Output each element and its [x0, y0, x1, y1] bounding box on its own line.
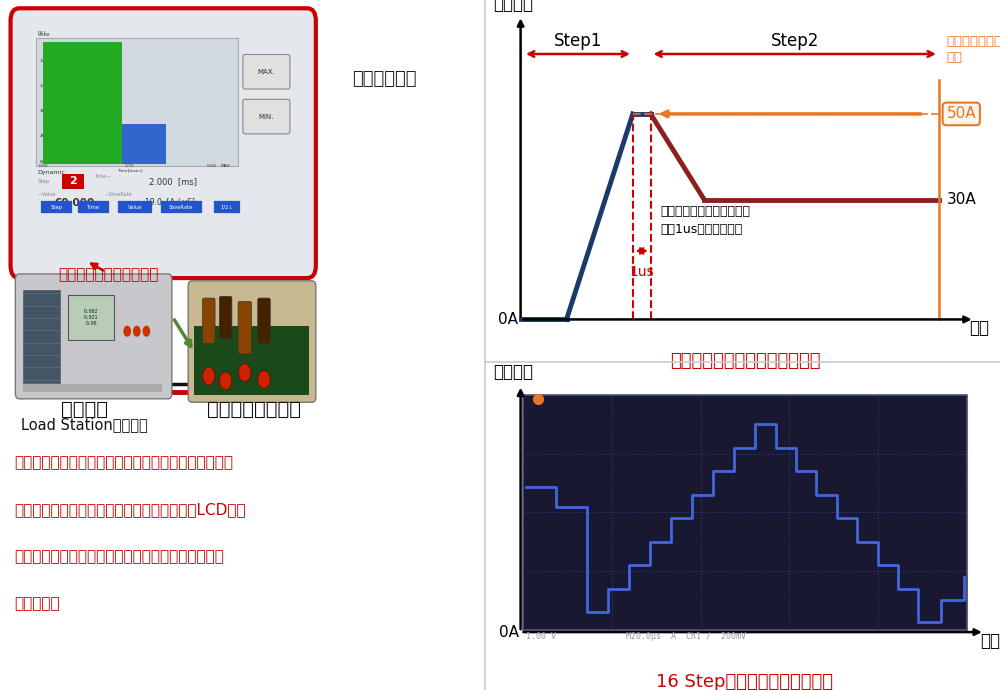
FancyBboxPatch shape — [258, 298, 270, 344]
FancyBboxPatch shape — [36, 38, 238, 166]
FancyBboxPatch shape — [238, 302, 252, 354]
Text: Step1: Step1 — [554, 32, 602, 50]
Text: 48.00: 48.00 — [39, 135, 52, 138]
Text: Dynamic: Dynamic — [37, 170, 65, 175]
Text: オーバーシュート電流時間
最小1us～再現が可能: オーバーシュート電流時間 最小1us～再現が可能 — [661, 206, 751, 237]
Circle shape — [219, 372, 232, 390]
Text: Step: Step — [50, 204, 62, 210]
Text: 36.00: 36.00 — [39, 109, 52, 113]
Text: オーバーシュート電流再現方法: オーバーシュート電流再現方法 — [670, 351, 820, 370]
Text: Load Stationシリーズ: Load Stationシリーズ — [21, 417, 147, 433]
Bar — [122, 124, 166, 164]
Text: MAX.: MAX. — [221, 164, 232, 168]
Text: 60.000: 60.000 — [54, 198, 95, 208]
Text: Time—: Time— — [94, 174, 111, 179]
Text: —SlowRate: —SlowRate — [105, 192, 132, 197]
FancyBboxPatch shape — [188, 281, 316, 402]
Text: Time: Time — [87, 204, 100, 210]
FancyBboxPatch shape — [118, 201, 152, 213]
FancyBboxPatch shape — [78, 201, 109, 213]
Text: 0A: 0A — [499, 624, 519, 640]
Text: 化。どんな電流変動となっているか試験前に目視で: 化。どんな電流変動となっているか試験前に目視で — [14, 549, 224, 564]
Text: 電子負荷: 電子負荷 — [60, 400, 108, 419]
FancyBboxPatch shape — [23, 290, 60, 383]
Text: Time[msec]: Time[msec] — [117, 168, 142, 172]
Circle shape — [203, 367, 215, 385]
Text: SlowRate: SlowRate — [169, 204, 193, 210]
FancyBboxPatch shape — [243, 55, 290, 89]
Text: 関係が分かりやすいように、リアルタイムでLCDが変: 関係が分かりやすいように、リアルタイムでLCDが変 — [14, 502, 246, 518]
Text: [A]: [A] — [98, 200, 107, 206]
FancyBboxPatch shape — [243, 99, 290, 134]
Text: 1.00 V              M20.0μs  A  Ch1 /  200mV: 1.00 V M20.0μs A Ch1 / 200mV — [526, 632, 746, 641]
Text: Step2: Step2 — [771, 32, 819, 50]
FancyBboxPatch shape — [41, 201, 72, 213]
Text: 12.00: 12.00 — [39, 59, 52, 63]
FancyBboxPatch shape — [523, 395, 967, 630]
Text: 24.00: 24.00 — [39, 83, 52, 88]
Text: 2: 2 — [70, 177, 77, 186]
FancyBboxPatch shape — [219, 297, 232, 338]
Text: 1us: 1us — [629, 266, 654, 279]
Circle shape — [143, 326, 150, 337]
Text: 2.000  [ms]: 2.000 [ms] — [149, 177, 197, 186]
Text: 2.75: 2.75 — [125, 164, 134, 168]
Text: 16 Stepの電流変動パターン例: 16 Stepの電流変動パターン例 — [656, 673, 834, 690]
Text: オーバーシュート
電流: オーバーシュート 電流 — [946, 35, 1000, 64]
Text: 0A: 0A — [498, 312, 518, 327]
Circle shape — [258, 371, 270, 388]
FancyBboxPatch shape — [11, 8, 316, 278]
Bar — [43, 42, 122, 164]
Circle shape — [133, 326, 141, 337]
Text: スイッチング電源: スイッチング電源 — [207, 400, 301, 419]
Text: Value: Value — [128, 204, 142, 210]
Text: 時間: 時間 — [980, 632, 1000, 650]
Text: 負荷電流波形: 負荷電流波形 — [352, 70, 416, 88]
FancyBboxPatch shape — [194, 326, 309, 395]
Text: 60.00: 60.00 — [39, 159, 52, 164]
Text: ダイナミックモードにおいて、設定時間と設定電流の: ダイナミックモードにおいて、設定時間と設定電流の — [14, 455, 233, 471]
Text: 50A: 50A — [946, 106, 976, 121]
Text: 0.00: 0.00 — [39, 33, 50, 37]
Text: 時間: 時間 — [970, 319, 990, 337]
Text: MAX.: MAX. — [258, 69, 275, 75]
FancyBboxPatch shape — [15, 274, 172, 399]
Text: ダイナミックモード設定: ダイナミックモード設定 — [58, 267, 158, 282]
Circle shape — [123, 326, 131, 337]
FancyBboxPatch shape — [214, 201, 240, 213]
Text: Step: Step — [37, 179, 50, 184]
Circle shape — [239, 364, 251, 382]
FancyBboxPatch shape — [62, 174, 84, 189]
FancyBboxPatch shape — [23, 384, 162, 392]
Text: 確認可能！: 確認可能！ — [14, 596, 60, 611]
FancyBboxPatch shape — [203, 298, 215, 344]
Text: MIN.: MIN. — [259, 114, 274, 119]
Text: 0.00: 0.00 — [38, 164, 48, 168]
FancyBboxPatch shape — [68, 295, 114, 340]
Text: 負荷電流: 負荷電流 — [493, 0, 533, 13]
Text: 0.002
0.021
0.00: 0.002 0.021 0.00 — [84, 309, 98, 326]
Text: [A]: [A] — [37, 30, 46, 35]
Text: —Value: —Value — [37, 192, 56, 197]
FancyBboxPatch shape — [161, 201, 202, 213]
Text: 19.0  [A / μS]: 19.0 [A / μS] — [145, 198, 195, 208]
Text: 5.50: 5.50 — [206, 164, 216, 168]
Text: 30A: 30A — [946, 192, 976, 207]
Text: 負荷電流: 負荷電流 — [493, 363, 533, 381]
Text: 1/2↓: 1/2↓ — [220, 204, 233, 210]
